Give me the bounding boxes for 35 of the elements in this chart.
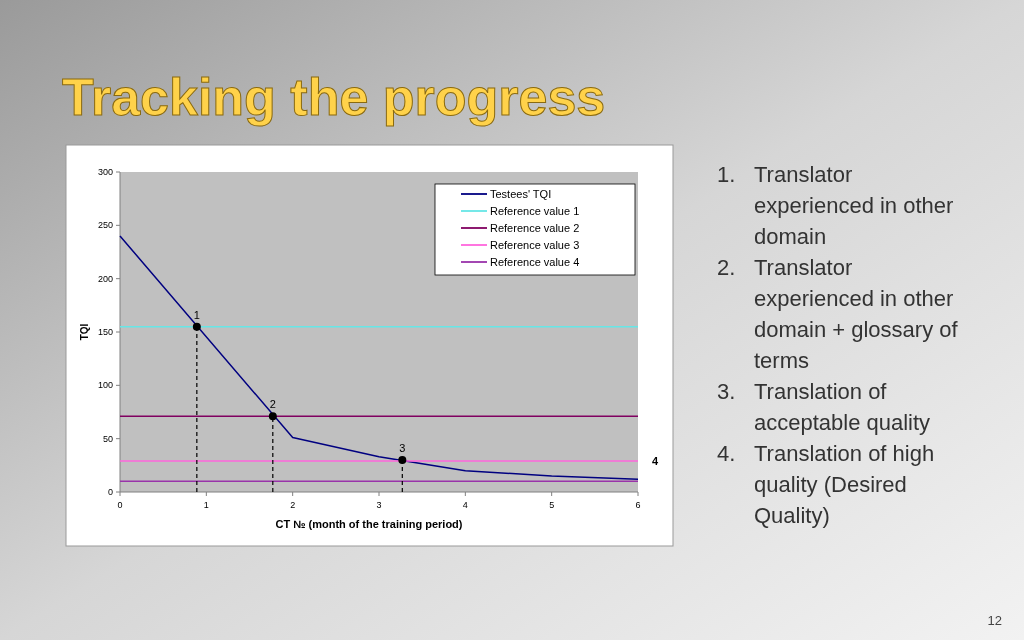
y-tick-label: 150	[97, 327, 113, 338]
y-tick-label: 100	[97, 380, 113, 391]
x-tick-label: 6	[635, 500, 641, 510]
y-tick-label: 0	[107, 487, 113, 498]
x-tick-label: 3	[376, 500, 382, 510]
text: 12	[987, 613, 1002, 628]
y-tick-label: 250	[97, 220, 113, 231]
x-tick-label: 2	[290, 500, 296, 510]
legend-label: Reference value 1	[490, 204, 580, 217]
y-tick-label: 200	[97, 273, 113, 284]
annotation: 2	[269, 398, 276, 411]
legend-label: Reference value 4	[490, 255, 580, 268]
annotation: 3	[399, 442, 406, 454]
point	[192, 322, 201, 331]
legend-label: Reference value 3	[490, 238, 580, 251]
line-series	[119, 235, 639, 480]
text: 1. Translator experienced in other domain	[717, 162, 954, 249]
annotation: 1	[193, 308, 200, 321]
y-tick-label: 50	[102, 433, 113, 444]
text: 2. Translator experienced in other domain + glossary of terms	[717, 255, 959, 373]
text: 3. Translation of acceptable quality	[717, 379, 931, 435]
y-tick-label: 300	[97, 167, 113, 178]
x-tick-label: 0	[117, 500, 123, 510]
legend-label: Testees' TQI	[490, 187, 552, 200]
y-axis-title: TQI	[79, 323, 90, 341]
x-axis-title: CT № (month of the training period)	[275, 518, 463, 530]
chart-title: Tracking the progress	[62, 68, 606, 126]
x-tick-label: 5	[549, 500, 555, 510]
point	[398, 456, 407, 464]
x-tick-label: 1	[203, 500, 209, 510]
x-tick-label: 4	[462, 500, 468, 510]
annotation: 4	[652, 455, 659, 468]
text: 4. Translation of high quality (Desired Quality)	[717, 441, 935, 528]
point	[268, 412, 277, 421]
legend-label: Reference value 2	[490, 221, 580, 234]
